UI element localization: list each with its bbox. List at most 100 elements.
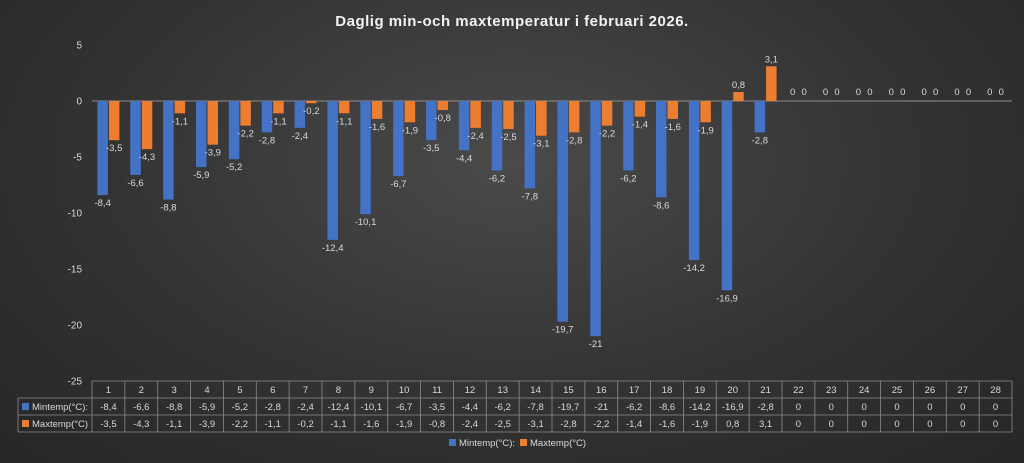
x-category-label: 2 [139,385,144,396]
x-category-label: 14 [530,385,541,396]
max-temp-data-label: 0 [802,87,807,98]
max-temp-data-label: -1,1 [270,116,286,127]
max-temp-bar [536,101,547,136]
table-cell-value: -2,2 [232,419,248,430]
table-cell-value: 0 [927,419,932,430]
min-temp-bar [261,101,273,133]
x-category-label: 20 [727,385,738,396]
table-cell-value: 0 [861,419,866,430]
max-temp-data-label: -0,2 [303,106,319,117]
min-temp-bar [656,101,667,198]
max-temp-bar [240,101,251,126]
table-cell-value: -10,1 [360,402,382,413]
max-temp-data-label: 3,1 [765,54,778,65]
table-legend-key [22,420,29,427]
x-category-label: 25 [892,385,903,396]
min-temp-data-label: -16,9 [716,293,738,304]
max-temp-data-label: 0 [834,87,839,98]
x-category-label: 17 [629,385,640,396]
table-cell-value: -6,6 [133,402,149,413]
min-temp-data-label: -2,8 [259,135,275,146]
table-cell-value: -6,2 [495,402,511,413]
min-temp-bar [97,101,108,196]
table-cell-value: 0 [993,402,998,413]
table-cell-value: 0 [829,402,834,413]
min-temp-bar [590,101,601,337]
max-temp-data-label: -1,1 [336,116,352,127]
max-temp-bar [733,92,744,101]
table-cell-value: -3,5 [429,402,445,413]
table-cell-value: -1,1 [330,419,346,430]
max-temp-data-label: -4,3 [139,152,155,163]
min-temp-data-label: -4,4 [456,153,472,164]
min-temp-data-label: -3,5 [423,143,439,154]
table-cell-value: 0 [829,419,834,430]
x-category-label: 28 [990,385,1001,396]
x-category-label: 12 [465,385,476,396]
min-temp-data-label: 0 [987,87,992,98]
x-category-label: 22 [793,385,804,396]
max-temp-bar [306,101,317,104]
min-temp-data-label: -2,8 [752,135,768,146]
table-series-name: Maxtemp(°C) [32,419,88,430]
min-temp-data-label: -5,2 [226,162,242,173]
x-category-label: 6 [270,385,275,396]
max-temp-data-label: -3,5 [106,143,122,154]
max-temp-data-label: -2,2 [599,129,615,140]
min-temp-bar [426,101,437,141]
table-cell-value: -14,2 [689,402,711,413]
y-tick-label: -20 [68,321,83,332]
table-cell-value: -1,6 [659,419,675,430]
y-tick-label: -25 [68,377,83,388]
x-category-label: 3 [171,385,176,396]
min-temp-data-label: -2,4 [292,131,308,142]
legend-label-max: Maxtemp(°C) [530,438,586,449]
table-cell-value: 0 [796,419,801,430]
table-cell-value: -2,8 [560,419,576,430]
legend-key-max [520,439,527,446]
table-cell-value: 0 [796,402,801,413]
max-temp-data-label: 0 [867,87,872,98]
min-temp-data-label: -5,9 [193,170,209,181]
max-temp-bar [601,101,613,126]
max-temp-bar [766,66,777,101]
max-temp-bar [108,101,120,141]
min-temp-data-label: 0 [856,87,861,98]
legend-label-min: Mintemp(°C): [459,438,515,449]
table-cell-value: -1,1 [265,419,281,430]
min-temp-data-label: -7,8 [522,191,538,202]
x-category-label: 5 [237,385,242,396]
max-temp-data-label: -2,5 [500,132,516,143]
min-temp-data-label: -6,6 [127,178,143,189]
max-temp-data-label: -1,6 [665,122,681,133]
min-temp-bar [130,101,141,175]
min-temp-data-label: 0 [790,87,795,98]
max-temp-bar [371,101,383,119]
table-cell-value: -19,7 [558,402,580,413]
max-temp-bar [207,101,218,145]
table-cell-value: -1,4 [626,419,642,430]
table-cell-value: -2,4 [297,402,313,413]
table-cell-value: -2,8 [265,402,281,413]
x-category-label: 11 [432,385,442,396]
min-temp-bar [360,101,371,215]
table-cell-value: -3,9 [199,419,215,430]
min-temp-data-label: -8,4 [94,198,110,209]
min-temp-bar [754,101,766,133]
max-temp-bar [470,101,481,128]
y-tick-label: 5 [76,41,82,52]
table-cell-value: 0 [894,419,899,430]
table-cell-value: -2,5 [495,419,511,430]
max-temp-data-label: -2,8 [566,135,582,146]
table-cell-value: -4,4 [462,402,478,413]
max-temp-bar [338,101,350,114]
min-temp-bar [393,101,404,177]
max-temp-bar [273,101,284,114]
max-temp-bar [568,101,580,133]
table-cell-value: 0 [927,402,932,413]
max-temp-data-label: 0 [999,87,1004,98]
table-cell-value: -5,9 [199,402,215,413]
table-cell-value: -8,4 [100,402,116,413]
table-series-name: Mintemp(°C): [32,402,88,413]
